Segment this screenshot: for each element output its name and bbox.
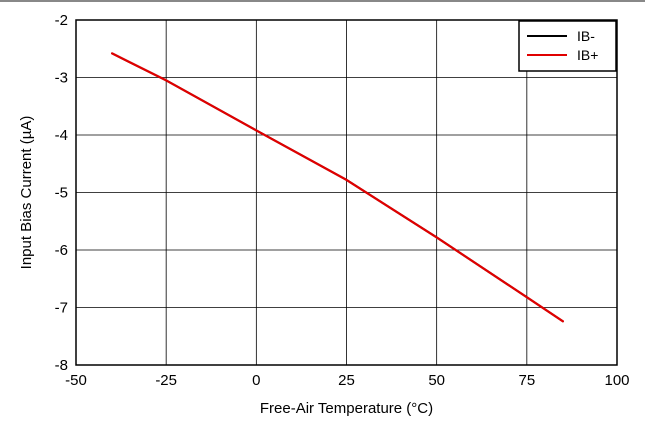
series-line-ib xyxy=(111,52,564,323)
x-tick-label: -50 xyxy=(65,372,87,389)
x-tick-label: 0 xyxy=(252,372,260,389)
legend-label: IB- xyxy=(577,28,595,44)
x-tick-label: -25 xyxy=(155,372,177,389)
x-axis-ticks: -50 -25 0 25 50 75 100 xyxy=(65,372,629,389)
y-tick-label: -5 xyxy=(55,185,68,202)
series-line-ib xyxy=(110,52,565,323)
y-tick-label: -7 xyxy=(55,300,68,317)
x-tick-label: 50 xyxy=(428,372,445,389)
y-axis-title: Input Bias Current (µA) xyxy=(18,116,35,270)
x-axis-title: Free-Air Temperature (°C) xyxy=(260,400,433,417)
top-divider xyxy=(0,0,645,2)
series-lines xyxy=(110,52,565,323)
y-tick-label: -4 xyxy=(55,127,68,144)
y-tick-label: -6 xyxy=(55,242,68,259)
x-tick-label: 75 xyxy=(518,372,535,389)
y-tick-label: -2 xyxy=(55,12,68,29)
y-tick-label: -8 xyxy=(55,357,68,374)
y-tick-label: -3 xyxy=(55,70,68,87)
x-tick-label: 100 xyxy=(604,372,629,389)
legend: IB- IB+ xyxy=(518,20,617,72)
x-tick-label: 25 xyxy=(338,372,355,389)
legend-label: IB+ xyxy=(577,47,598,63)
plot-frame xyxy=(75,19,618,366)
legend-box xyxy=(518,20,617,72)
grid xyxy=(76,20,617,365)
y-axis-ticks: -2 -3 -4 -5 -6 -7 -8 xyxy=(55,12,68,374)
